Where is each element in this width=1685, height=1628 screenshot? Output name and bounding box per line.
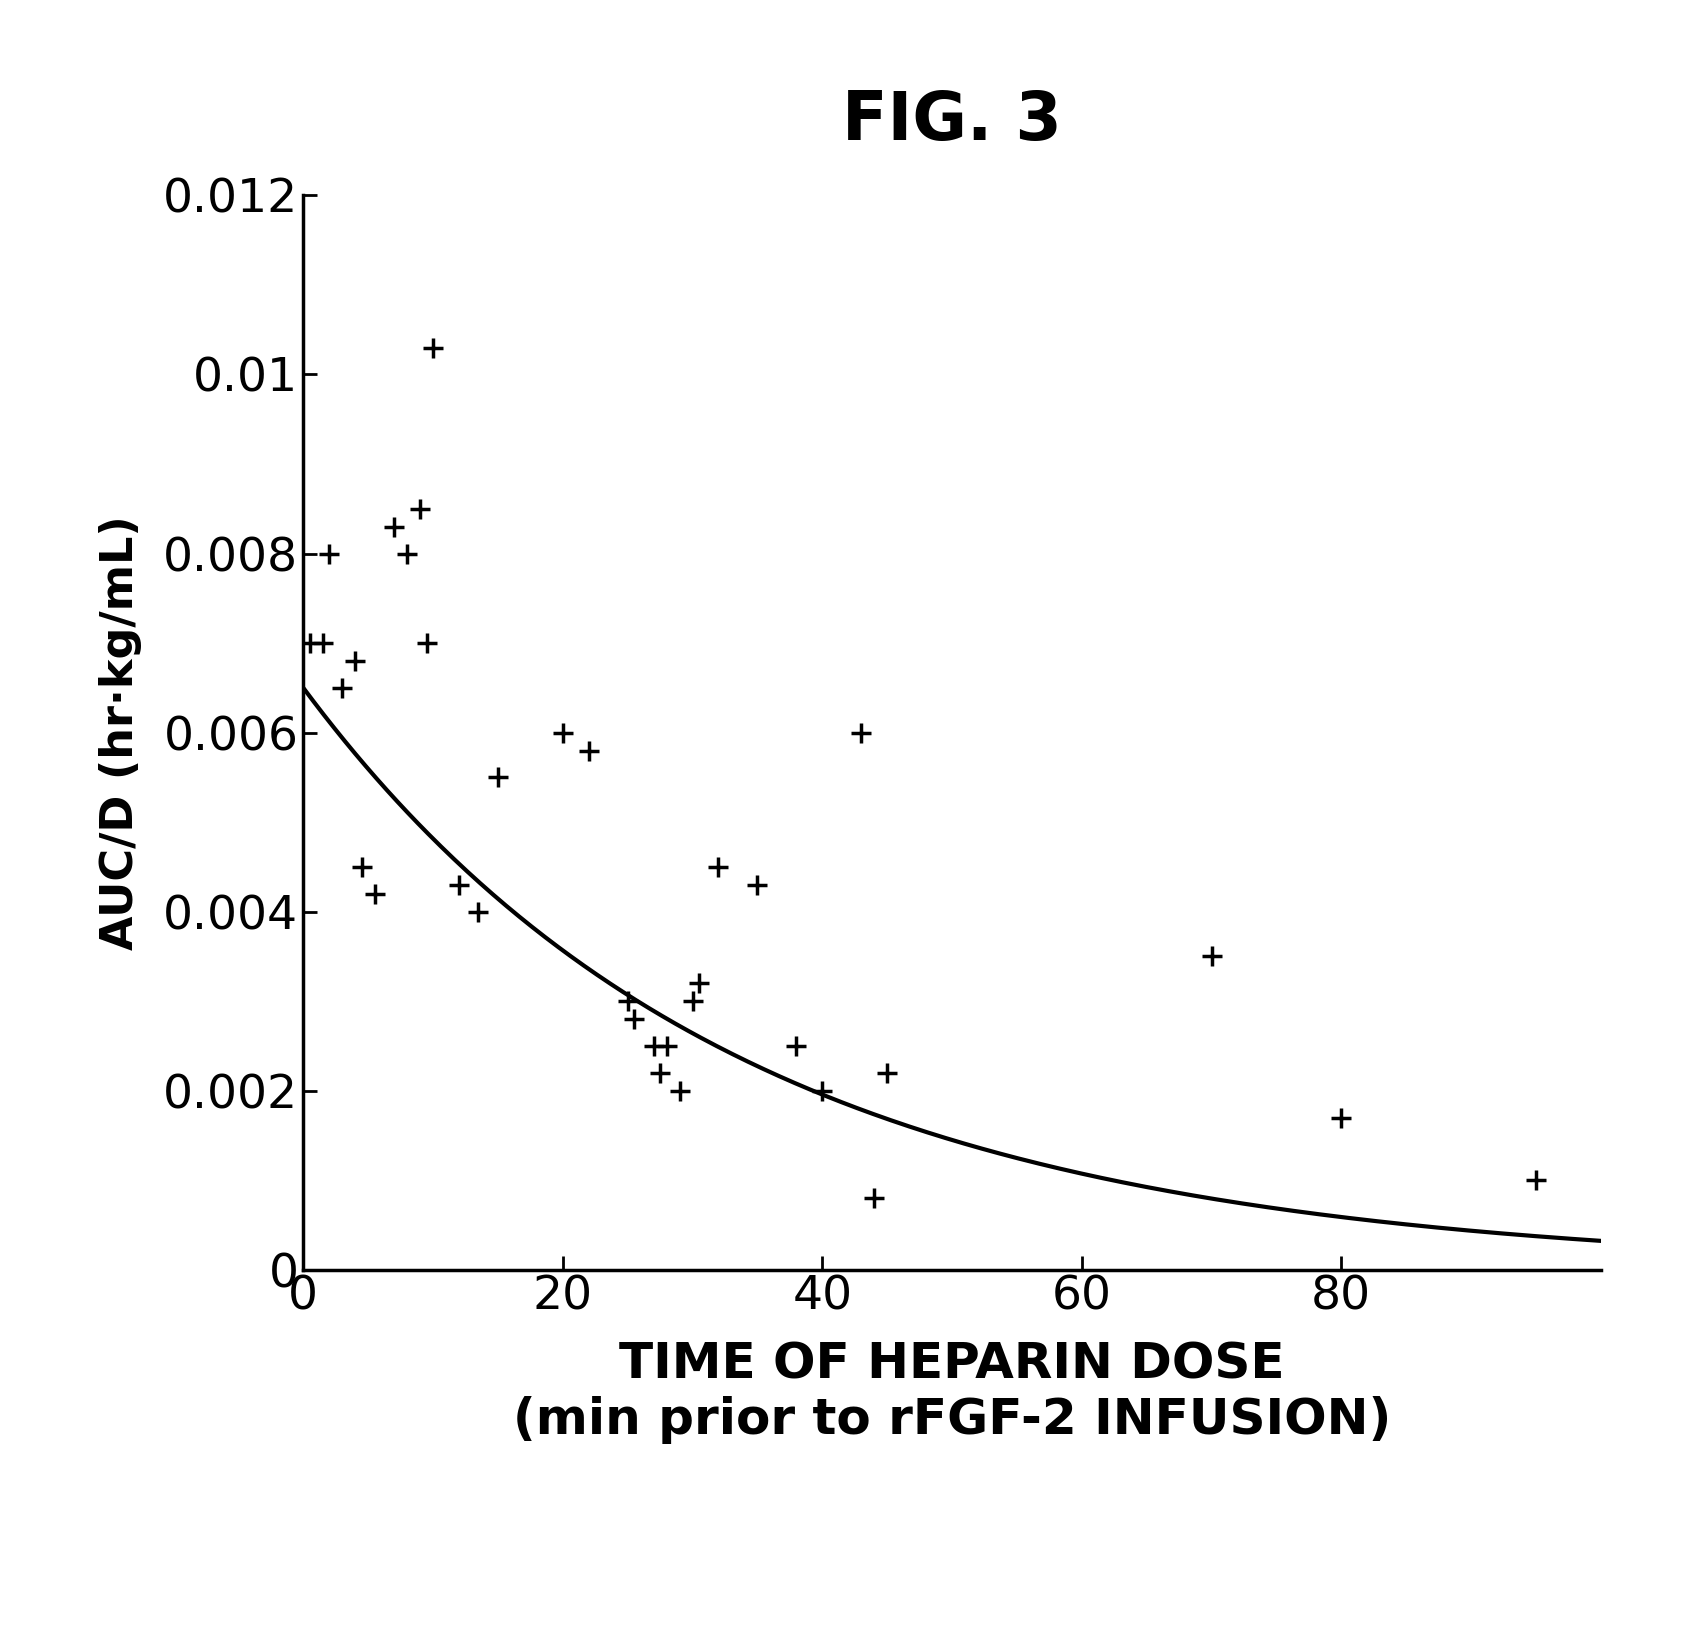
Point	[809, 1078, 836, 1104]
Point	[406, 495, 433, 521]
Point	[445, 873, 472, 899]
Point	[315, 540, 342, 567]
Point	[420, 335, 447, 361]
Point	[620, 1006, 647, 1032]
Point	[784, 1034, 810, 1060]
Point	[704, 855, 731, 881]
Point	[549, 720, 576, 746]
Point	[1328, 1105, 1355, 1131]
Point	[342, 648, 369, 674]
Point	[297, 630, 324, 656]
Point	[654, 1034, 681, 1060]
Point	[647, 1060, 674, 1086]
Point	[381, 514, 408, 540]
Point	[465, 899, 492, 925]
Point	[743, 873, 770, 899]
Point	[861, 1185, 888, 1211]
Point	[484, 765, 511, 791]
Point	[310, 630, 337, 656]
Point	[666, 1078, 693, 1104]
Point	[329, 674, 356, 700]
Point	[575, 737, 602, 764]
Y-axis label: AUC/D (hr·kg/mL): AUC/D (hr·kg/mL)	[99, 514, 142, 951]
Point	[1523, 1167, 1550, 1193]
Title: FIG. 3: FIG. 3	[842, 88, 1062, 153]
X-axis label: TIME OF HEPARIN DOSE
(min prior to rFGF-2 INFUSION): TIME OF HEPARIN DOSE (min prior to rFGF-…	[512, 1340, 1392, 1444]
Point	[1198, 944, 1225, 970]
Point	[413, 630, 440, 656]
Point	[679, 988, 706, 1014]
Point	[686, 970, 713, 996]
Point	[873, 1060, 900, 1086]
Point	[349, 855, 376, 881]
Point	[394, 540, 421, 567]
Point	[361, 881, 388, 907]
Point	[640, 1034, 667, 1060]
Point	[613, 988, 640, 1014]
Point	[848, 720, 875, 746]
